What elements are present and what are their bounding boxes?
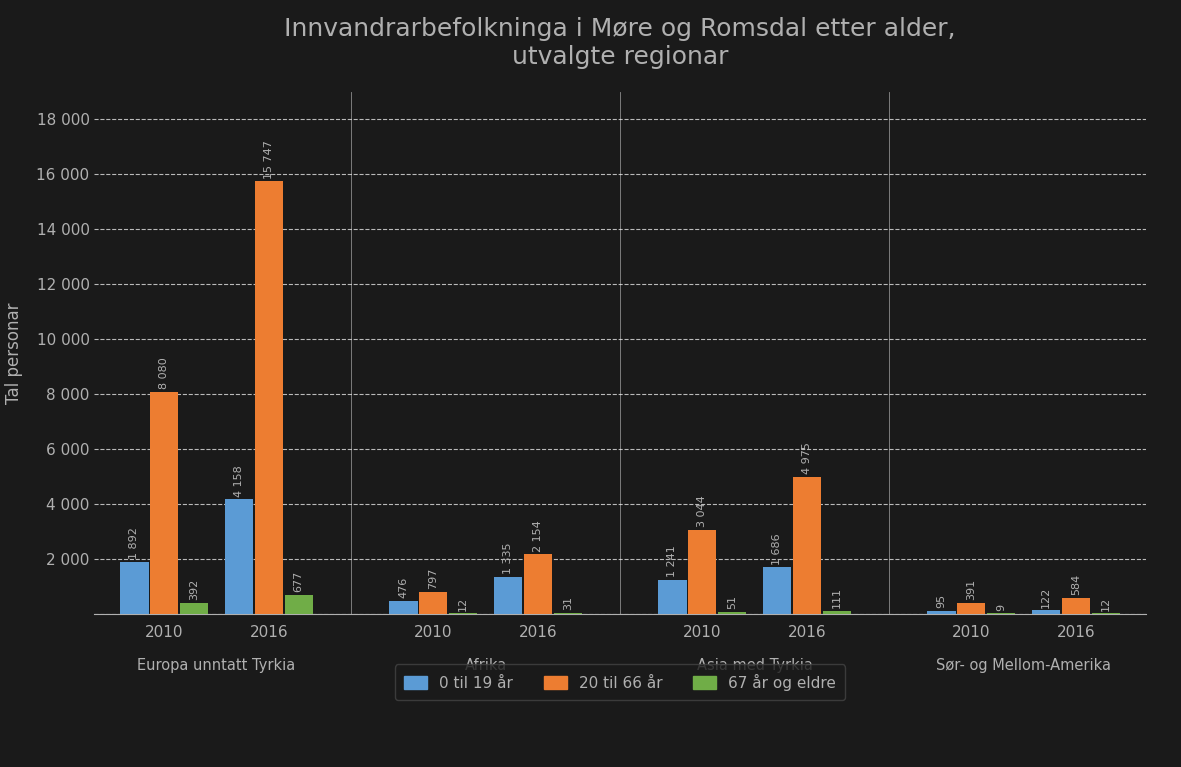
Bar [718, 612, 746, 614]
Bar [150, 392, 178, 614]
Bar [689, 530, 717, 614]
Text: 1 241: 1 241 [667, 545, 678, 577]
Bar [523, 555, 552, 614]
Bar [763, 568, 791, 614]
Bar [120, 561, 149, 614]
Text: 584: 584 [1071, 574, 1081, 595]
Legend: 0 til 19 år, 20 til 66 år, 67 år og eldre: 0 til 19 år, 20 til 66 år, 67 år og eldr… [394, 664, 846, 700]
Text: 4 158: 4 158 [234, 465, 244, 497]
Text: 12: 12 [458, 597, 468, 611]
Text: 797: 797 [429, 568, 438, 589]
Text: Afrika: Afrika [464, 657, 507, 673]
Bar [792, 477, 821, 614]
Bar [255, 181, 283, 614]
Text: Asia med Tyrkia: Asia med Tyrkia [697, 657, 813, 673]
Bar [419, 591, 448, 614]
Text: 15 747: 15 747 [263, 140, 274, 179]
Bar [822, 611, 852, 614]
Title: Innvandrarbefolkninga i Møre og Romsdal etter alder,
utvalgte regionar: Innvandrarbefolkninga i Møre og Romsdal … [285, 18, 955, 69]
Bar [554, 613, 582, 614]
Text: 476: 476 [398, 577, 409, 597]
Text: 122: 122 [1040, 586, 1051, 607]
Bar [658, 580, 686, 614]
Text: 8 080: 8 080 [159, 357, 169, 389]
Bar [180, 603, 208, 614]
Bar [285, 595, 313, 614]
Text: 2 154: 2 154 [533, 520, 543, 551]
Bar [957, 603, 985, 614]
Bar [1032, 611, 1061, 614]
Text: 391: 391 [966, 579, 977, 600]
Text: 31: 31 [562, 596, 573, 610]
Text: 4 975: 4 975 [802, 443, 811, 474]
Text: Sør- og Mellom-Amerika: Sør- og Mellom-Amerika [937, 657, 1111, 673]
Text: Europa unntatt Tyrkia: Europa unntatt Tyrkia [137, 657, 295, 673]
Bar [927, 611, 955, 614]
Text: 9: 9 [996, 604, 1006, 611]
Text: 1 335: 1 335 [503, 543, 513, 574]
Bar [389, 601, 418, 614]
Bar [494, 577, 522, 614]
Text: 51: 51 [727, 595, 737, 610]
Text: 3 044: 3 044 [697, 495, 707, 527]
Text: 677: 677 [294, 571, 304, 592]
Bar [1062, 597, 1090, 614]
Y-axis label: Tal personar: Tal personar [5, 302, 22, 403]
Text: 1 892: 1 892 [130, 527, 139, 559]
Bar [224, 499, 253, 614]
Text: 12: 12 [1101, 597, 1110, 611]
Text: 1 686: 1 686 [772, 533, 782, 565]
Text: 111: 111 [831, 587, 842, 607]
Text: 392: 392 [189, 579, 200, 600]
Text: 95: 95 [937, 594, 946, 608]
